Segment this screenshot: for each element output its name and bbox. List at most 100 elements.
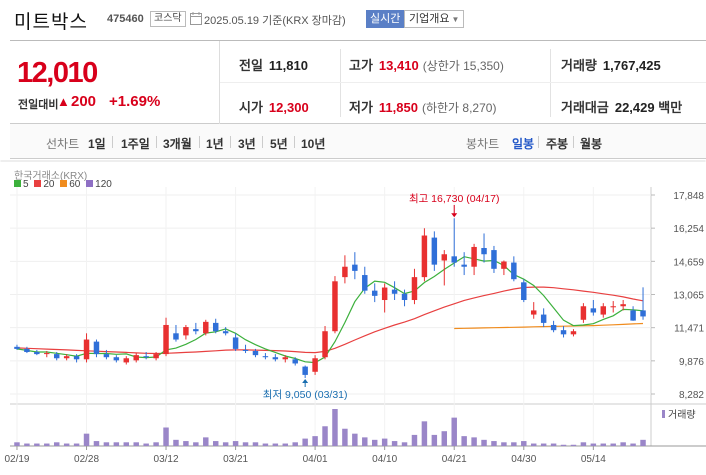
candle-body [342, 266, 348, 278]
volume-bar [292, 442, 298, 446]
candle-body [34, 352, 40, 355]
up-arrow-icon: ▲ [57, 94, 70, 109]
ma60-swatch [60, 180, 68, 187]
candle-body [391, 289, 398, 294]
volume-bar [73, 443, 80, 446]
period-1y[interactable]: 1년 [206, 137, 224, 151]
quote-date: 2025.05.19 기준(KRX 장마감) [204, 15, 346, 27]
ma20-line [16, 286, 644, 355]
candle-monthly[interactable]: 월봉 [580, 137, 603, 151]
line-chart-button[interactable]: 선차트 [46, 137, 80, 151]
volume-bar [362, 437, 368, 446]
candle-chart-label: 봉차트 [466, 137, 500, 151]
open-cell: 시가 12,300 [239, 97, 309, 116]
candle-body [461, 264, 467, 267]
volume-value: 1,767,425 [602, 58, 661, 73]
volume-bar [371, 439, 378, 446]
max-price-label: 최고 16,730 (04/17) [409, 193, 500, 205]
candle-body [123, 358, 130, 363]
company-overview-label: 기업개요 [409, 13, 450, 25]
volume-bar [570, 444, 577, 446]
company-overview-dropdown[interactable]: 기업개요 ▼ [404, 10, 465, 28]
divider [262, 136, 263, 148]
ma120-swatch [86, 180, 94, 187]
x-tick-label: 05/14 [581, 454, 606, 465]
low-cell: 저가 11,850 (하한가 8,270) [349, 97, 496, 116]
volume-bar [451, 417, 457, 446]
divider [112, 136, 113, 148]
volume-bar [44, 443, 50, 446]
candle-body [222, 331, 229, 334]
candle-body [501, 261, 507, 269]
divider [199, 136, 200, 148]
period-5y[interactable]: 5년 [270, 137, 288, 151]
candle-body [511, 262, 517, 280]
volume-bar [312, 436, 318, 446]
candle-body [133, 355, 139, 361]
amount-cell: 거래대금 22,429 백만 [561, 97, 682, 116]
volume-bar [63, 443, 70, 446]
ma-legend: 5 20 60 120 [14, 179, 112, 190]
volume-bar [83, 433, 90, 446]
volume-bar [491, 441, 497, 446]
candle-body [212, 322, 219, 332]
volume-bar [212, 441, 219, 446]
candle-body [352, 264, 358, 271]
candle-body [401, 293, 408, 301]
candle-body [620, 304, 626, 307]
x-tick-label: 04/01 [303, 454, 328, 465]
volume-bar [401, 442, 408, 446]
candle-body [272, 357, 279, 360]
stock-name: 미트박스 [14, 12, 88, 33]
volume-label: 거래량 [561, 58, 597, 73]
ma20-swatch [34, 180, 42, 187]
volume-bar [242, 442, 249, 446]
chevron-down-icon: ▼ [451, 15, 460, 24]
volume-bar [342, 428, 348, 446]
divider [573, 136, 574, 148]
ma5-line [16, 256, 644, 364]
high-value: 13,410 [378, 58, 419, 73]
x-tick-label: 03/12 [154, 454, 179, 465]
period-3m[interactable]: 3개월 [163, 137, 192, 151]
candle-body [570, 331, 577, 335]
divider [220, 82, 706, 83]
divider [538, 136, 539, 148]
candle-body [550, 324, 557, 331]
divider [156, 136, 157, 148]
period-10y[interactable]: 10년 [301, 137, 326, 151]
prev-close-cell: 전일 11,810 [239, 55, 308, 74]
divider [230, 136, 231, 148]
period-toolbar: 선차트 1일 1주일 3개월 1년 3년 5년 10년 봉차트 일봉 주봉 월봉 [10, 124, 706, 159]
volume-bar [24, 443, 30, 446]
period-1d[interactable]: 1일 [88, 137, 106, 151]
volume-bar [590, 443, 597, 446]
up-arrow-icon [302, 379, 309, 384]
candle-body [193, 329, 199, 332]
candle-body [103, 354, 110, 358]
candle-body [610, 306, 616, 308]
change-percent: +1.69% [109, 93, 161, 110]
candle-body [113, 357, 120, 361]
candle-body [630, 310, 636, 321]
x-tick-label: 04/10 [372, 454, 397, 465]
candle-body [471, 246, 477, 267]
high-cell: 고가 13,410 (상한가 15,350) [349, 55, 504, 74]
candle-daily[interactable]: 일봉 [512, 137, 535, 151]
candle-body [431, 237, 438, 265]
volume-bar [173, 439, 179, 446]
stock-chart[interactable]: 17,848 16,254 14,659 13,065 11,471 9,876 8,282… [0, 160, 706, 475]
divider [340, 49, 341, 117]
volume-bar [610, 443, 616, 446]
y-tick-label: 16,254 [673, 224, 704, 235]
y-tick-label: 14,659 [673, 257, 704, 268]
period-3y[interactable]: 3년 [238, 137, 256, 151]
volume-bar [381, 438, 388, 446]
candle-body [540, 314, 547, 323]
candle-weekly[interactable]: 주봉 [546, 137, 569, 151]
volume-bar [153, 442, 159, 446]
volume-bar [222, 442, 229, 446]
high-label: 고가 [349, 58, 373, 73]
realtime-button[interactable]: 실시간 [366, 10, 405, 28]
period-1w[interactable]: 1주일 [121, 137, 150, 151]
